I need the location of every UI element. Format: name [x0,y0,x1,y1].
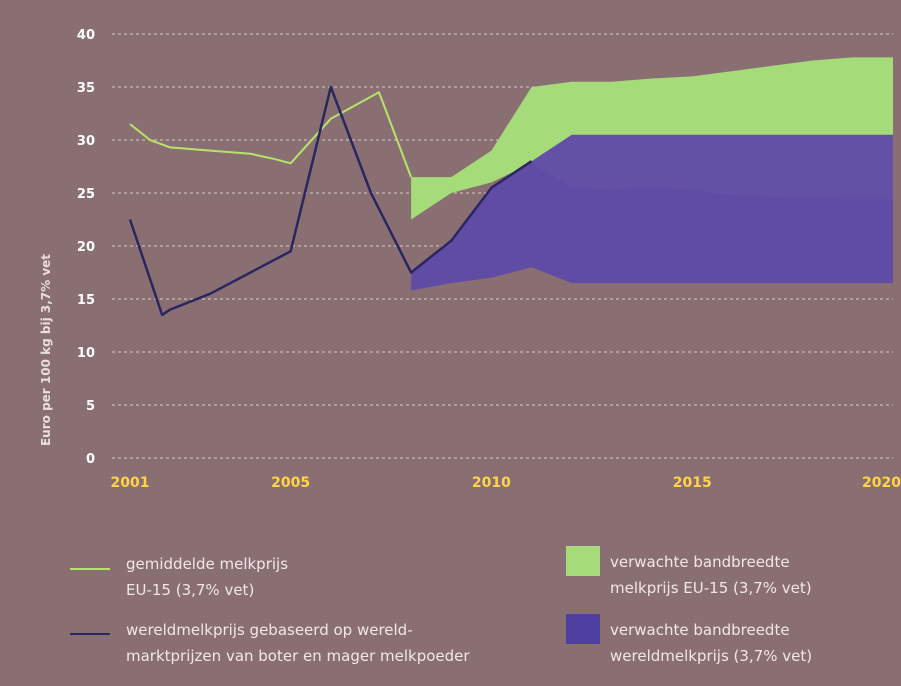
y-tick-label: 15 [77,293,95,308]
legend-eu-band-text-2: melkprijs EU-15 (3,7% vet) [610,579,812,597]
y-tick-label: 30 [77,134,95,149]
legend-world-line-text-2: marktprijzen van boter en mager melkpoed… [126,647,470,665]
legend-eu-band-text-1: verwachte bandbreedte [610,553,790,571]
world-band-area [411,134,893,291]
tick-layer: 0 5 10 15 20 25 30 35 40 2001 2005 2010 2015 2020 [77,28,901,491]
legend-world-band-text-2: wereldmelkprijs (3,7% vet) [610,647,813,665]
y-tick-label: 20 [77,240,95,255]
y-tick-label: 25 [77,187,95,202]
legend-eu-line-text-1: gemiddelde melkprijs [126,555,289,573]
legend-eu-line-swatch [70,568,110,570]
legend-world-band-label: verwachte bandbreedte wereldmelkprijs (3… [610,617,812,669]
y-tick-label: 35 [77,81,95,96]
y-tick-label: 5 [86,399,95,414]
y-tick-label: 40 [77,28,95,43]
y-tick-label: 10 [77,346,95,361]
x-tick-label: 2005 [271,475,310,491]
x-tick-label: 2020 [862,475,901,491]
legend-world-line-label: wereldmelkprijs gebaseerd op wereld- mar… [126,617,470,669]
legend-world-line-swatch [70,633,110,635]
legend-eu-band-label: verwachte bandbreedte melkprijs EU-15 (3… [610,549,812,601]
x-tick-label: 2010 [472,475,511,491]
legend-world-band-text-1: verwachte bandbreedte [610,621,790,639]
line-layer [128,85,533,317]
legend-world-band-swatch [566,614,600,644]
world-price-line [128,85,533,317]
legend-eu-band-swatch [566,546,600,576]
y-tick-label: 0 [86,452,95,467]
legend-world-line-text-1: wereldmelkprijs gebaseerd op wereld- [126,621,413,639]
legend-eu-line-label: gemiddelde melkprijs EU-15 (3,7% vet) [126,551,288,603]
eu-price-line [129,91,413,178]
legend-eu-line-text-2: EU-15 (3,7% vet) [126,581,255,599]
band-layer [411,57,893,291]
x-tick-label: 2001 [111,475,150,491]
x-tick-label: 2015 [673,475,712,491]
y-axis-label: Euro per 100 kg bij 3,7% vet [39,254,53,446]
